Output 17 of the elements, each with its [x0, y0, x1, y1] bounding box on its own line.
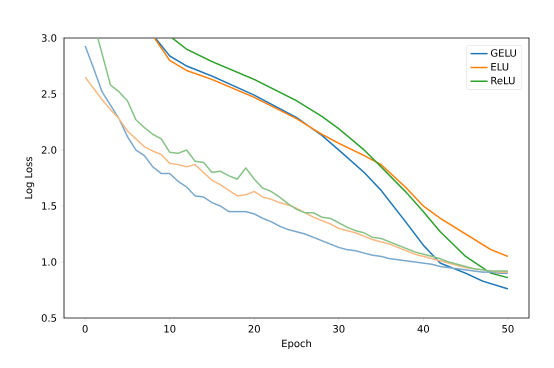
- x-tick-label: 0: [82, 325, 88, 333]
- y-tick-label: 1.5: [42, 202, 56, 210]
- y-tick-label: 0.5: [42, 314, 56, 322]
- x-tick-label: 10: [164, 325, 176, 333]
- y-tick-label: 1.0: [42, 258, 56, 266]
- x-tick-label: 30: [333, 325, 344, 333]
- legend-label: GELU: [490, 49, 516, 57]
- legend-label: ReLU: [491, 76, 515, 84]
- x-tick-label: 50: [502, 325, 514, 333]
- x-axis-title: Epoch: [282, 339, 311, 350]
- y-tick-label: 3.0: [42, 34, 56, 42]
- y-tick-label: 2.0: [42, 146, 56, 154]
- x-tick-label: 20: [248, 325, 260, 333]
- y-tick-label: 2.5: [42, 90, 56, 98]
- x-tick-label: 40: [417, 325, 430, 333]
- y-axis-title: Log Loss: [24, 157, 34, 198]
- legend-label: ELU: [491, 63, 508, 71]
